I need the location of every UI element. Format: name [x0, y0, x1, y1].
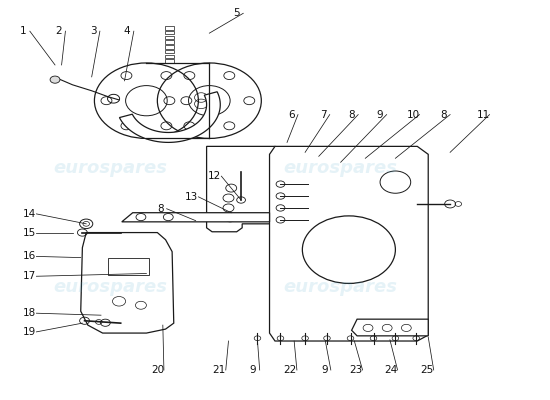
Text: 13: 13 — [185, 192, 199, 202]
Text: eurospares: eurospares — [284, 278, 398, 296]
Text: 11: 11 — [476, 110, 490, 120]
Text: 18: 18 — [23, 308, 36, 318]
Text: 21: 21 — [212, 365, 226, 375]
Text: 23: 23 — [349, 365, 362, 375]
Polygon shape — [119, 92, 220, 142]
Text: 8: 8 — [440, 110, 447, 120]
Text: 1: 1 — [20, 26, 26, 36]
Text: 22: 22 — [284, 365, 297, 375]
Polygon shape — [351, 319, 428, 336]
Text: 20: 20 — [151, 365, 164, 375]
Circle shape — [50, 76, 60, 83]
Text: 9: 9 — [250, 365, 256, 375]
Text: 8: 8 — [157, 204, 163, 214]
Text: 3: 3 — [90, 26, 97, 36]
Text: 12: 12 — [208, 171, 222, 181]
Text: 9: 9 — [321, 365, 328, 375]
Text: eurospares: eurospares — [54, 159, 168, 177]
Text: 8: 8 — [348, 110, 355, 120]
Polygon shape — [207, 146, 280, 232]
Text: 10: 10 — [406, 110, 420, 120]
Text: 5: 5 — [233, 8, 240, 18]
Text: 25: 25 — [421, 365, 434, 375]
Text: 19: 19 — [23, 327, 36, 337]
Polygon shape — [122, 213, 270, 222]
Bar — [108, 258, 149, 276]
Text: 4: 4 — [124, 26, 130, 36]
Text: 14: 14 — [23, 209, 36, 219]
Text: 24: 24 — [384, 365, 398, 375]
Text: 7: 7 — [320, 110, 327, 120]
Polygon shape — [270, 146, 428, 341]
Text: 16: 16 — [23, 252, 36, 262]
Text: 15: 15 — [23, 228, 36, 238]
Text: 9: 9 — [377, 110, 383, 120]
Text: eurospares: eurospares — [284, 159, 398, 177]
Text: 2: 2 — [56, 26, 62, 36]
Text: 6: 6 — [288, 110, 295, 120]
Text: 17: 17 — [23, 271, 36, 281]
Text: eurospares: eurospares — [54, 278, 168, 296]
Polygon shape — [81, 232, 174, 333]
